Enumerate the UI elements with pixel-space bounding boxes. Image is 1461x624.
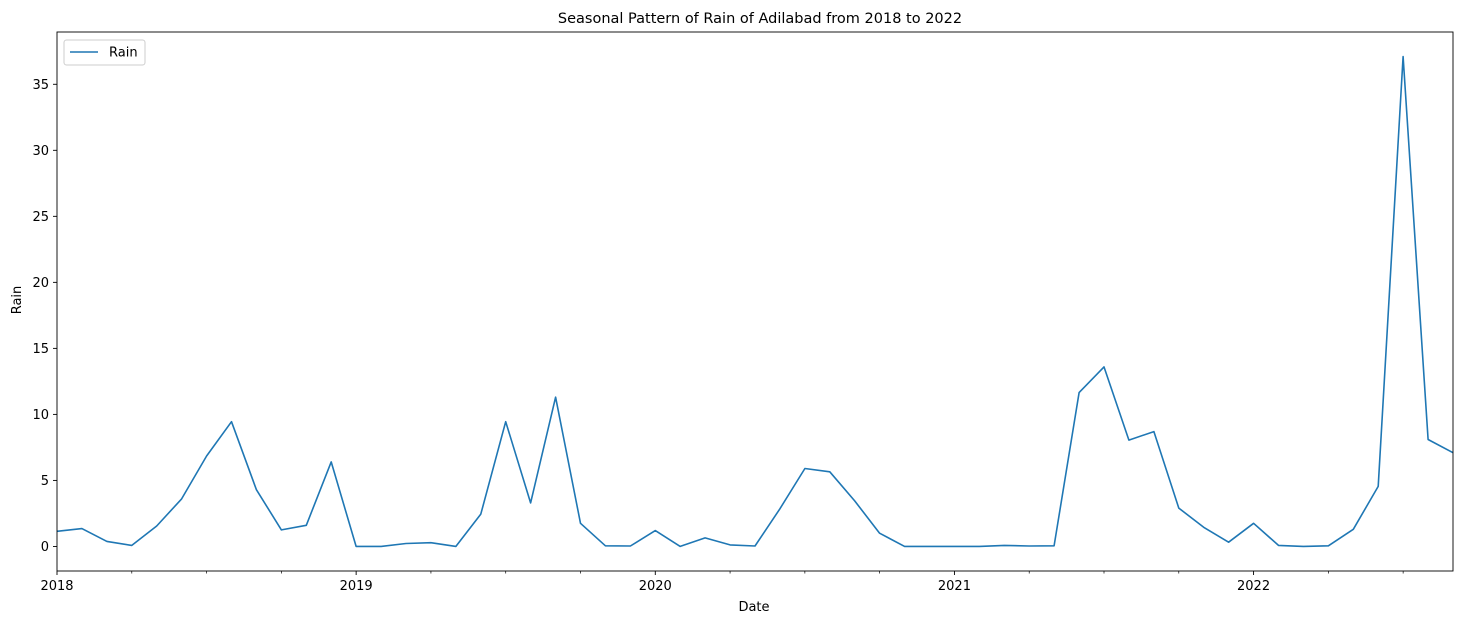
legend-entry-rain: Rain [109, 46, 138, 61]
legend: Rain [63, 39, 146, 66]
plot-frame [56, 31, 1454, 572]
legend-frame [63, 39, 146, 66]
x-axis: 2018 2019 2020 2021 2022 [40, 571, 1404, 594]
y-tick-label: 0 [41, 540, 49, 555]
x-tick-label: 2020 [639, 579, 672, 594]
y-tick-label: 15 [32, 342, 49, 357]
y-tick-label: 5 [41, 474, 49, 489]
x-tick-label: 2019 [340, 579, 373, 594]
x-tick-label: 2022 [1237, 579, 1270, 594]
x-tick-label: 2018 [40, 579, 73, 594]
chart-title: Seasonal Pattern of Rain of Adilabad fro… [558, 11, 962, 27]
y-tick-label: 30 [32, 144, 49, 159]
x-axis-label: Date [738, 600, 769, 615]
x-tick-label: 2021 [938, 579, 971, 594]
y-tick-label: 35 [32, 78, 49, 93]
y-axis-label: Rain [10, 286, 25, 315]
series-line-rain [56, 55, 1454, 548]
y-tick-label: 20 [32, 276, 49, 291]
plot-area [56, 31, 1454, 572]
y-axis: 0 5 10 15 20 25 30 35 [32, 78, 57, 555]
y-tick-label: 10 [32, 408, 49, 423]
y-tick-label: 25 [32, 210, 49, 225]
